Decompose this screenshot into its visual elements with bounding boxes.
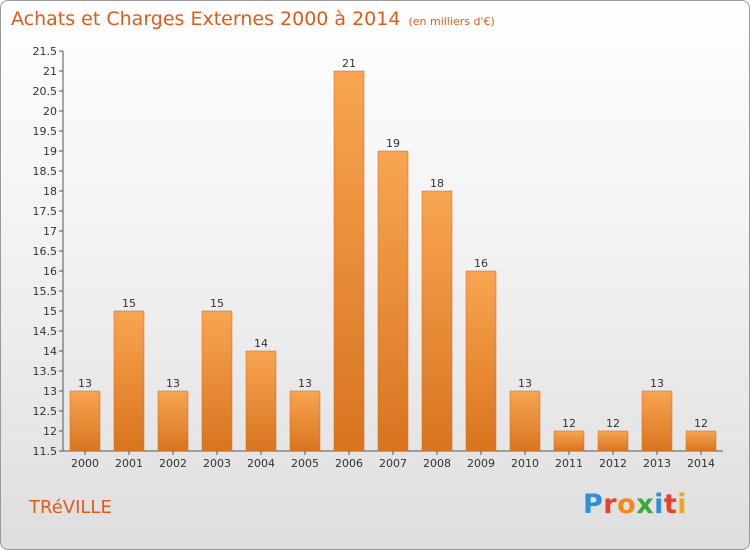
bar-2014[interactable] (685, 430, 717, 452)
logo-letter: r (603, 489, 618, 520)
value-label-2005: 13 (298, 377, 312, 390)
bar-2003[interactable] (201, 310, 233, 452)
value-label-2008: 18 (430, 177, 444, 190)
bar-2005[interactable] (289, 390, 321, 452)
value-label-2000: 13 (78, 377, 92, 390)
bar-2001[interactable] (113, 310, 145, 452)
value-label-2010: 13 (518, 377, 532, 390)
x-tick-label-2006: 2006 (335, 457, 363, 470)
value-label-2011: 12 (562, 417, 576, 430)
x-tick-label-2001: 2001 (115, 457, 143, 470)
x-tick-label-2008: 2008 (423, 457, 451, 470)
y-tick-label: 18 (43, 185, 57, 198)
y-tick-label: 15.5 (33, 285, 58, 298)
bar-2011[interactable] (553, 430, 585, 452)
bar-2006[interactable] (333, 70, 365, 452)
x-tick-label-2014: 2014 (687, 457, 715, 470)
y-tick-label: 17.5 (33, 205, 58, 218)
y-tick-label: 21.5 (33, 45, 58, 58)
value-label-2009: 16 (474, 257, 488, 270)
y-tick-label: 21 (43, 65, 57, 78)
y-tick-label: 13 (43, 385, 57, 398)
proxiti-logo[interactable]: Proxiti (583, 489, 687, 520)
x-tick-label-2010: 2010 (511, 457, 539, 470)
x-tick-label-2012: 2012 (599, 457, 627, 470)
y-tick-label: 16.5 (33, 245, 58, 258)
x-tick-label-2007: 2007 (379, 457, 407, 470)
x-tick-label-2002: 2002 (159, 457, 187, 470)
chart-bars (69, 70, 717, 452)
y-tick-label: 18.5 (33, 165, 58, 178)
bar-2010[interactable] (509, 390, 541, 452)
x-tick-label-2000: 2000 (71, 457, 99, 470)
bar-2008[interactable] (421, 190, 453, 452)
value-label-2004: 14 (254, 337, 268, 350)
logo-letter: x (636, 489, 655, 520)
y-tick-label: 14.5 (33, 325, 58, 338)
value-label-2002: 13 (166, 377, 180, 390)
value-label-2012: 12 (606, 417, 620, 430)
x-tick-label-2005: 2005 (291, 457, 319, 470)
y-tick-label: 12.5 (33, 405, 58, 418)
commune-name: TRéVILLE (29, 497, 112, 518)
bar-2012[interactable] (597, 430, 629, 452)
bar-2013[interactable] (641, 390, 673, 452)
logo-letter: o (617, 489, 637, 520)
value-label-2007: 19 (386, 137, 400, 150)
logo-letter: i (677, 489, 688, 520)
value-label-2013: 13 (650, 377, 664, 390)
chart-title: Achats et Charges Externes 2000 à 2014 (e… (11, 8, 495, 30)
chart-title-text: Achats et Charges Externes 2000 à 2014 (11, 8, 401, 30)
x-tick-label-2013: 2013 (643, 457, 671, 470)
y-tick-label: 16 (43, 265, 57, 278)
chart-subtitle: (en milliers d'€) (408, 15, 495, 28)
value-label-2014: 12 (694, 417, 708, 430)
y-tick-label: 13.5 (33, 365, 58, 378)
x-tick-label-2009: 2009 (467, 457, 495, 470)
x-tick-label-2004: 2004 (247, 457, 275, 470)
y-tick-label: 19 (43, 145, 57, 158)
y-tick-label: 17 (43, 225, 57, 238)
y-tick-label: 15 (43, 305, 57, 318)
value-label-2001: 15 (122, 297, 136, 310)
chart-value-labels: 13 15 13 15 14 13 21 19 18 16 13 12 12 13 12 (78, 57, 708, 430)
y-tick-label: 14 (43, 345, 57, 358)
value-label-2003: 15 (210, 297, 224, 310)
bar-2004[interactable] (245, 350, 277, 452)
y-tick-label: 11.5 (33, 445, 58, 458)
y-tick-label: 12 (43, 425, 57, 438)
y-tick-label: 20 (43, 105, 57, 118)
logo-letter: i (654, 489, 664, 520)
y-tick-label: 20.5 (33, 85, 58, 98)
logo-letter: P (583, 489, 604, 520)
logo-letter: t (663, 489, 678, 520)
x-tick-label-2011: 2011 (555, 457, 583, 470)
bar-2009[interactable] (465, 270, 497, 452)
value-label-2006: 21 (342, 57, 356, 70)
y-tick-label: 19.5 (33, 125, 58, 138)
bar-2007[interactable] (377, 150, 409, 452)
bar-2000[interactable] (69, 390, 101, 452)
x-tick-label-2003: 2003 (203, 457, 231, 470)
bar-2002[interactable] (157, 390, 189, 452)
